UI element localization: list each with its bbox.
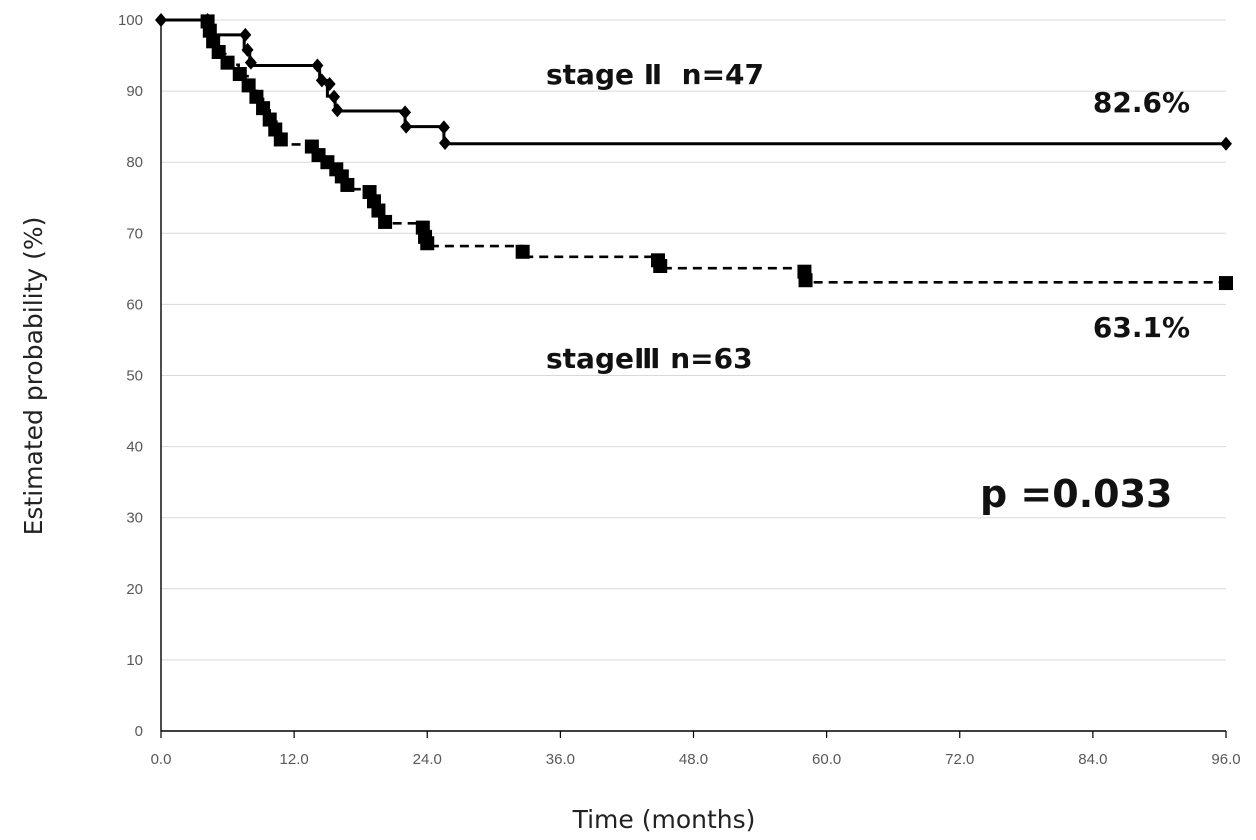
censor-marker-square [211,44,226,59]
censor-marker-square [340,177,355,192]
censor-marker-square [515,244,530,259]
censor-marker-square [653,259,668,274]
x-axis-title: Time (months) [572,805,756,834]
censor-marker-diamond [323,76,336,91]
censor-marker-diamond [331,103,344,118]
x-tick-labels: 0.0 12.0 24.0 36.0 48.0 60.0 72.0 84.0 96.0 [151,751,1241,768]
censor-marker-square [371,203,386,218]
x-tick-label: 60.0 [812,751,841,768]
censor-marker-diamond [328,89,341,104]
censor-marker-diamond [1220,136,1232,151]
series-layer [155,13,1233,291]
x-tick-label: 0.0 [151,751,172,768]
censor-marker-square [202,23,217,38]
x-tick-label: 96.0 [1211,751,1240,768]
censor-marker-square [232,67,247,82]
y-tick-label: 100 [118,12,143,29]
censor-marker-square [206,34,221,49]
axes [160,20,1227,738]
stage-ii-final-label: 82.6% [1093,86,1190,119]
x-tick-label: 24.0 [413,751,442,768]
y-tick-label: 60 [126,296,143,313]
y-axis-title: Estimated probability (%) [19,217,48,536]
y-tick-label: 50 [126,368,143,385]
y-tick-label: 90 [126,83,143,100]
censor-marker-diamond [437,120,450,135]
censor-marker-diamond [244,55,257,70]
censor-marker-square [241,78,256,93]
censor-marker-square [798,273,813,288]
stage-iii-label: stageⅢ n=63 [546,342,753,375]
censor-marker-square [420,236,435,251]
censor-marker-square [1219,276,1233,291]
series-stage-iii [161,14,1233,291]
p-value-annotation: p =0.033 [980,472,1172,516]
x-tick-label: 72.0 [945,751,974,768]
y-tick-label: 70 [126,225,143,242]
x-tick-label: 48.0 [679,751,708,768]
censor-marker-diamond [400,119,413,134]
y-tick-label: 0 [135,723,143,740]
y-gridlines [161,19,1226,661]
x-tick-label: 12.0 [280,751,309,768]
censor-marker-square [256,101,271,116]
y-tick-labels: 0 10 20 30 40 50 60 70 80 90 100 [118,12,143,740]
censor-marker-diamond [311,58,324,73]
censor-marker-square [378,214,393,229]
censor-marker-square [249,89,264,104]
censor-marker-diamond [239,27,252,42]
y-tick-label: 80 [126,154,143,171]
censor-marker-square [273,132,288,147]
x-tick-label: 84.0 [1078,751,1107,768]
censor-marker-diamond [399,105,412,120]
x-tick-label: 36.0 [546,751,575,768]
y-tick-label: 30 [126,510,143,527]
stage-ii-label: stage Ⅱ n=47 [546,58,764,91]
censor-marker-diamond [241,42,254,57]
y-tick-label: 40 [126,439,143,456]
y-tick-label: 10 [126,652,143,669]
censor-marker-square [220,55,235,70]
stage-iii-final-label: 63.1% [1093,311,1190,344]
censor-marker-diamond [439,136,451,151]
y-tick-label: 20 [126,581,143,598]
